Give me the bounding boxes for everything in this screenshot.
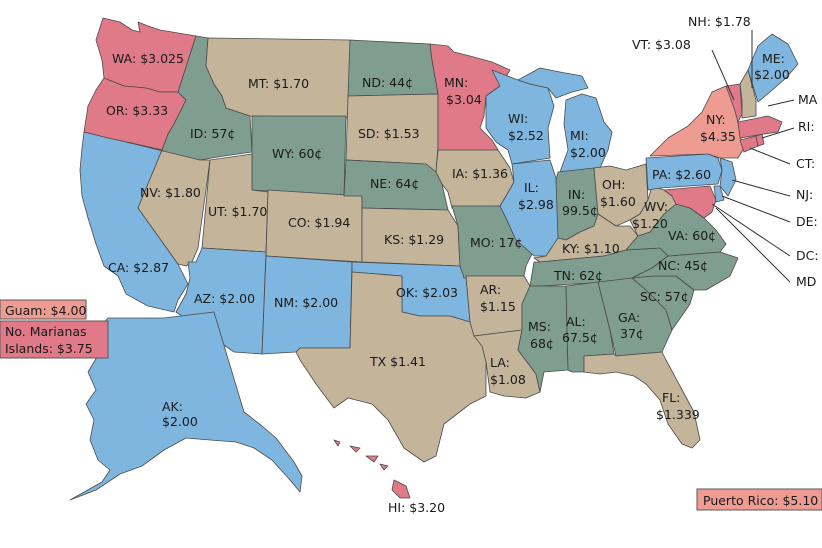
- label-md: MD: [796, 274, 816, 289]
- label-nj: NJ:: [796, 187, 813, 202]
- label-oh-1: OH:: [602, 177, 625, 192]
- label-mn-2: $3.04: [446, 92, 482, 107]
- label-ar-2: $1.15: [480, 299, 516, 314]
- label-ak-1: AK:: [162, 399, 183, 414]
- label-in-1: IN:: [568, 187, 585, 202]
- label-ne: NE: 64¢: [370, 176, 419, 191]
- label-co: CO: $1.94: [288, 215, 350, 230]
- label-mt: MT: $1.70: [248, 76, 309, 91]
- label-nv: NV: $1.80: [140, 185, 201, 200]
- label-il-2: $2.98: [518, 197, 554, 212]
- label-la-2: $1.08: [490, 372, 526, 387]
- state-fl[interactable]: [583, 351, 701, 449]
- marianas-label-line1: No. Marianas: [5, 324, 87, 339]
- label-hi: HI: $3.20: [388, 500, 445, 515]
- label-wv-1: WV:: [644, 199, 668, 214]
- marianas-label-line2: Islands: $3.75: [5, 341, 93, 356]
- label-ny-1: NY:: [706, 112, 726, 127]
- label-vt: VT: $3.08: [632, 37, 691, 52]
- state-tx[interactable]: [295, 271, 487, 463]
- territory-puerto-rico[interactable]: Puerto Rico: $5.10: [696, 488, 822, 511]
- label-id: ID: 57¢: [190, 126, 235, 141]
- state-ma[interactable]: [737, 115, 783, 139]
- state-nj[interactable]: [719, 157, 737, 197]
- state-de[interactable]: [713, 185, 725, 203]
- label-fl-1: FL:: [662, 390, 680, 405]
- label-ky: KY: $1.10: [562, 241, 620, 256]
- label-ny-2: $4.35: [700, 129, 736, 144]
- state-md[interactable]: [663, 185, 717, 219]
- label-ma: MA: [798, 92, 818, 107]
- territory-marianas[interactable]: No. Marianas Islands: $3.75: [0, 320, 109, 359]
- label-mn-1: MN:: [444, 75, 468, 90]
- label-wa: WA: $3.025: [112, 51, 184, 66]
- label-ms-1: MS:: [528, 319, 551, 334]
- label-al-2: 67.5¢: [562, 330, 598, 345]
- label-ct: CT:: [796, 156, 815, 171]
- label-dc: DC:: [796, 248, 819, 263]
- puerto-rico-label: Puerto Rico: $5.10: [703, 493, 818, 508]
- label-me-2: $2.00: [754, 67, 790, 82]
- territory-guam[interactable]: Guam: $4.00: [0, 299, 87, 320]
- label-ar-1: AR:: [480, 282, 501, 297]
- label-wi-1: WI:: [508, 111, 528, 126]
- label-sd: SD: $1.53: [358, 126, 420, 141]
- label-ia: IA: $1.36: [452, 166, 508, 181]
- label-fl-2: $1.339: [656, 407, 700, 422]
- label-ga-1: GA:: [618, 310, 640, 325]
- label-mi-1: MI:: [570, 128, 589, 143]
- state-labels: WA: $3.025 OR: $3.33 CA: $2.87 ID: 57¢ N…: [106, 14, 819, 515]
- label-mi-2: $2.00: [570, 145, 606, 160]
- state-ak[interactable]: [69, 311, 303, 501]
- label-wy: WY: 60¢: [272, 146, 322, 161]
- label-nc: NC: 45¢: [658, 258, 708, 273]
- label-va: VA: 60¢: [668, 228, 716, 243]
- label-or: OR: $3.33: [106, 103, 168, 118]
- label-tx: TX $1.41: [369, 354, 426, 369]
- label-wi-2: $2.52: [508, 128, 544, 143]
- label-pa: PA: $2.60: [652, 167, 711, 182]
- label-ca: CA: $2.87: [108, 260, 169, 275]
- label-de: DE:: [796, 214, 818, 229]
- label-oh-2: $1.60: [600, 194, 636, 209]
- label-sc: SC: 57¢: [640, 289, 689, 304]
- state-hi[interactable]: [333, 439, 411, 499]
- state-mi-upper[interactable]: [517, 67, 589, 99]
- label-ks: KS: $1.29: [384, 232, 444, 247]
- label-ri: RI:: [798, 119, 815, 134]
- label-la-1: LA:: [490, 355, 510, 370]
- state-vt[interactable]: [725, 83, 743, 123]
- label-ok: OK: $2.03: [396, 285, 458, 300]
- label-ak-2: $2.00: [162, 414, 198, 429]
- label-nm: NM: $2.00: [274, 295, 338, 310]
- label-nh: NH: $1.78: [688, 14, 751, 29]
- state-mi-lower[interactable]: [559, 93, 613, 173]
- leader-lines: [711, 30, 795, 283]
- label-al-1: AL:: [566, 314, 586, 329]
- label-me-1: ME:: [762, 51, 785, 66]
- label-in-2: 99.5¢: [562, 203, 598, 218]
- label-az: AZ: $2.00: [194, 291, 255, 306]
- label-ut: UT: $1.70: [208, 204, 267, 219]
- label-tn: TN: 62¢: [553, 268, 603, 283]
- label-ga-2: 37¢: [620, 326, 644, 341]
- label-wv-2: $1.20: [632, 216, 668, 231]
- label-nd: ND: 44¢: [362, 75, 413, 90]
- guam-label: Guam: $4.00: [5, 303, 86, 318]
- label-il-1: IL:: [524, 180, 539, 195]
- state-me[interactable]: [747, 33, 799, 103]
- state-mn[interactable]: [429, 43, 511, 153]
- label-ms-2: 68¢: [530, 336, 554, 351]
- label-mo: MO: 17¢: [470, 235, 522, 250]
